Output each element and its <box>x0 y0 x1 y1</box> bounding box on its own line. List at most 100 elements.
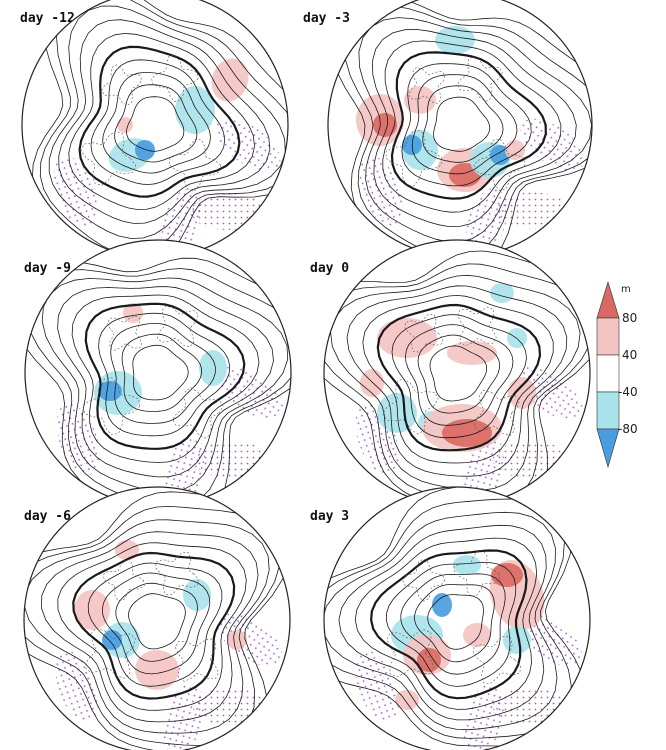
map-panel-day-minus-9: day -9 <box>24 239 292 507</box>
anomaly-shading <box>453 555 481 575</box>
anomaly-shading <box>490 283 514 303</box>
height-contour <box>102 72 211 174</box>
anomaly-shading <box>183 579 211 611</box>
coastline <box>457 306 497 347</box>
significance-stipple <box>56 403 100 476</box>
height-contour <box>422 85 504 163</box>
coastline <box>151 54 199 103</box>
coastline <box>453 550 501 597</box>
colorbar-tick-label: 40 <box>622 348 637 362</box>
anomaly-shading <box>135 650 179 690</box>
coastline <box>157 305 199 348</box>
height-contour <box>24 519 270 734</box>
anomaly-shading <box>227 630 247 650</box>
coastline <box>473 389 520 436</box>
height-contour <box>39 0 288 256</box>
height-contour <box>338 524 547 721</box>
anomaly-shading <box>211 58 249 102</box>
coastline <box>82 377 141 436</box>
height-contour <box>71 294 260 463</box>
anomaly-shading <box>102 630 122 650</box>
anomaly-shading <box>435 26 475 54</box>
anomaly-shading <box>199 350 227 386</box>
height-contour <box>121 333 203 412</box>
coastline <box>155 551 199 596</box>
height-contour <box>84 302 246 450</box>
coastline <box>175 638 219 682</box>
height-contour <box>404 324 514 426</box>
height-contour <box>101 572 211 675</box>
anomaly-shading <box>117 117 133 133</box>
coastline <box>408 67 446 104</box>
colorbar-positive-band <box>596 317 620 356</box>
height-contour <box>25 268 291 506</box>
height-contour <box>369 549 528 700</box>
height-contour <box>132 344 189 401</box>
anomaly-shading <box>505 140 525 160</box>
height-contour <box>329 0 592 257</box>
panel-title: day -6 <box>24 509 71 524</box>
height-contour <box>390 51 547 200</box>
anomaly-shading <box>377 318 437 358</box>
significance-stipple <box>517 366 583 420</box>
height-contour <box>324 250 590 506</box>
height-contour <box>362 294 554 464</box>
height-contour <box>401 63 532 187</box>
height-contour <box>354 537 538 710</box>
coastline <box>456 55 503 102</box>
height-contour <box>128 593 186 650</box>
coastline <box>382 378 439 435</box>
significance-stipple <box>190 192 266 231</box>
height-contour <box>382 40 562 213</box>
significance-stipple <box>217 613 283 667</box>
height-contour <box>115 582 198 662</box>
height-contour <box>400 573 506 675</box>
colorbar-unit: m <box>621 284 631 295</box>
coastline <box>385 129 442 187</box>
height-contour <box>72 551 236 700</box>
anomaly-shading <box>432 593 452 617</box>
height-contour <box>376 303 542 452</box>
panel-title: day 3 <box>310 509 349 524</box>
panel-title: day -12 <box>20 11 75 26</box>
height-contour <box>358 17 592 243</box>
significance-stipple <box>55 650 99 723</box>
colorbar-top-triangle <box>596 280 620 319</box>
height-contour <box>324 511 558 731</box>
anomaly-shading <box>74 590 110 630</box>
height-contour <box>57 286 274 478</box>
height-contour <box>346 285 568 477</box>
map-panel-day-minus-3: day -3 <box>303 0 593 258</box>
height-contour <box>110 323 216 424</box>
height-contour <box>57 542 247 711</box>
colorbar: m 80 40 -40 -80 <box>596 280 638 469</box>
significance-stipple <box>492 687 568 726</box>
height-contour <box>78 45 241 198</box>
height-contour <box>411 74 518 175</box>
height-contour <box>40 531 259 723</box>
anomaly-shading <box>508 377 536 409</box>
colorbar-bottom-triangle <box>596 428 620 469</box>
height-contour <box>391 314 527 439</box>
map-content <box>324 487 590 750</box>
map-content <box>22 0 288 258</box>
panel-title: day -9 <box>24 261 71 276</box>
height-contour <box>41 277 289 493</box>
colorbar-tick-label: -40 <box>618 385 638 399</box>
colorbar-negative-band <box>596 391 620 430</box>
map-content <box>25 240 291 506</box>
map-panel-day-3: day 3 <box>310 486 591 750</box>
significance-stipple <box>355 650 399 723</box>
colorbar-tick-label: 80 <box>622 311 637 325</box>
anomaly-shading <box>135 140 155 160</box>
coastline <box>102 559 145 601</box>
height-contour <box>385 561 517 687</box>
coastline <box>85 627 136 679</box>
height-contour <box>126 96 185 152</box>
map-content <box>328 0 592 257</box>
map-panel-day-minus-12: day -12 <box>20 0 289 259</box>
map-border <box>323 486 591 750</box>
panel-title: day -3 <box>303 11 350 26</box>
coastline <box>101 64 143 106</box>
